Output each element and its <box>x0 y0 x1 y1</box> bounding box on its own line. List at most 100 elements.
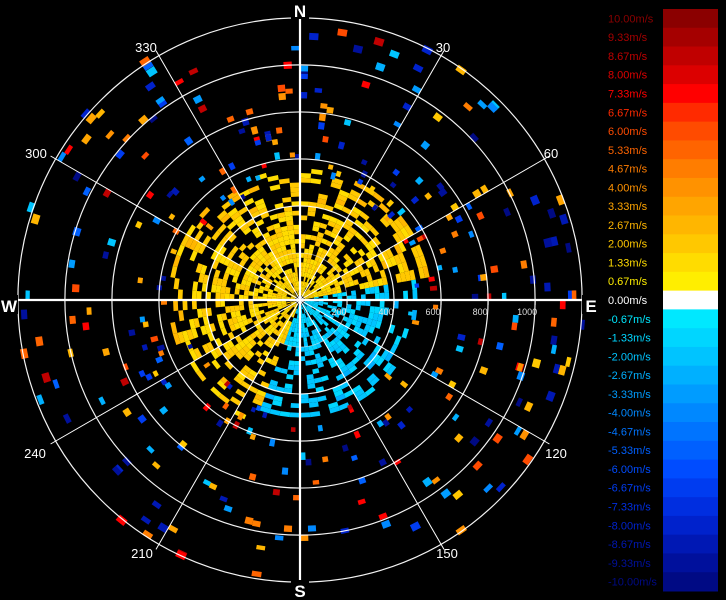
echo-cell <box>289 283 293 289</box>
echo-cell <box>271 314 277 319</box>
echo-cell <box>296 309 299 314</box>
colorbar-label: -7.33m/s <box>608 502 651 514</box>
colorbar-label: 0.67m/s <box>608 276 648 288</box>
echo-cell <box>264 284 271 289</box>
echo-cell <box>309 274 315 280</box>
echo-cell <box>242 226 252 236</box>
echo-cell <box>195 263 203 274</box>
clutter-cell <box>223 504 233 513</box>
echo-cell <box>227 207 238 218</box>
echo-cell <box>184 236 195 249</box>
clutter-cell <box>520 260 528 269</box>
echo-cell <box>286 279 291 285</box>
azimuth-label: 210 <box>131 546 153 561</box>
clutter-cell <box>144 81 156 92</box>
clutter-cell <box>35 336 44 347</box>
clutter-cell <box>71 284 80 293</box>
echo-cell <box>211 284 217 293</box>
echo-cell <box>306 306 310 311</box>
echo-cell <box>289 412 300 418</box>
clutter-cell <box>393 120 402 128</box>
clutter-cell <box>157 522 169 534</box>
echo-cell <box>296 286 299 291</box>
clutter-cell <box>484 418 494 428</box>
echo-cell <box>297 309 300 315</box>
clutter-cell <box>352 44 364 54</box>
echo-cell <box>238 300 244 306</box>
echo-cell <box>304 327 309 333</box>
echo-cell <box>229 305 236 313</box>
echo-cell <box>305 234 312 240</box>
echo-cell <box>282 334 288 340</box>
echo-cell <box>304 296 310 299</box>
clutter-cell <box>384 412 392 421</box>
echo-cell <box>281 302 287 305</box>
clutter-cell <box>139 55 152 67</box>
echo-cell <box>343 234 352 243</box>
echo-cell <box>290 288 295 293</box>
colorbar-swatch <box>663 102 718 123</box>
echo-cell <box>303 293 308 298</box>
echo-cell <box>260 380 270 389</box>
clutter-cell <box>145 65 158 78</box>
clutter-cell <box>274 535 284 541</box>
clutter-cell <box>529 275 537 284</box>
echo-cell <box>264 311 271 316</box>
colorbar-swatch <box>663 515 718 536</box>
echo-cell <box>268 288 274 293</box>
echo-cell <box>281 312 287 317</box>
echo-cell <box>243 197 255 207</box>
echo-cell <box>397 263 405 274</box>
echo-cell <box>377 313 384 322</box>
echo-cell <box>354 231 364 241</box>
clutter-cell <box>472 460 483 471</box>
clutter-cell <box>256 544 266 551</box>
echo-cell <box>319 318 326 324</box>
echo-cell <box>389 343 399 355</box>
echo-cell <box>326 270 333 276</box>
echo-cell <box>286 315 291 321</box>
echo-cell <box>193 317 201 328</box>
echo-cell <box>309 300 315 303</box>
echo-cell <box>313 312 319 317</box>
echo-cell <box>308 244 315 251</box>
echo-cell <box>332 249 340 257</box>
colorbar-swatch <box>663 309 718 329</box>
echo-cell <box>269 184 281 191</box>
echo-cell <box>206 341 215 352</box>
echo-cell <box>224 230 234 240</box>
echo-cell <box>363 220 374 231</box>
echo-cell <box>273 316 279 322</box>
clutter-cell <box>337 28 348 37</box>
echo-cell <box>316 251 322 258</box>
echo-cell <box>342 316 349 322</box>
echo-cell <box>240 380 251 390</box>
echo-cell <box>296 313 299 319</box>
echo-cell <box>275 263 282 270</box>
echo-cell <box>276 274 282 281</box>
echo-cell <box>274 242 281 249</box>
echo-cell <box>272 292 278 296</box>
echo-cell <box>292 337 297 343</box>
echo-cell <box>290 297 296 300</box>
echo-cell <box>335 393 346 402</box>
colorbar-label: 4.67m/s <box>608 164 648 176</box>
echo-cell <box>339 381 350 390</box>
echo-cell <box>238 320 245 328</box>
echo-cell <box>285 259 291 265</box>
echo-cell <box>302 323 305 329</box>
echo-cell <box>319 276 326 282</box>
echo-cell <box>300 393 309 399</box>
echo-cell <box>321 265 328 272</box>
clutter-cell <box>495 341 504 351</box>
clutter-cell <box>305 458 312 466</box>
echo-cell <box>254 242 263 250</box>
echo-cell <box>369 286 375 294</box>
echo-cell <box>305 307 310 312</box>
echo-cell <box>330 181 342 190</box>
echo-cell <box>317 361 325 369</box>
echo-cell <box>286 225 294 231</box>
echo-cell <box>313 303 319 307</box>
echo-cell <box>377 252 386 263</box>
echo-cell <box>304 346 309 352</box>
